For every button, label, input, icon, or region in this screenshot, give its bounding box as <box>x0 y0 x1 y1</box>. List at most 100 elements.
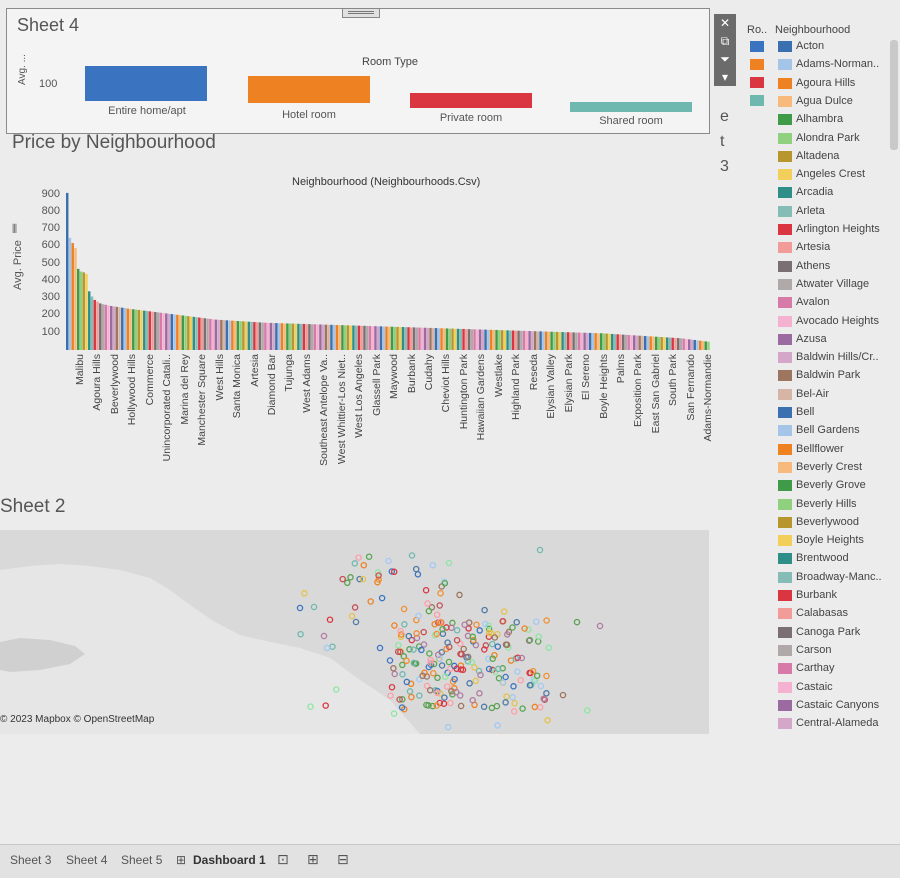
map-point[interactable] <box>526 636 534 644</box>
map-point[interactable] <box>540 695 547 702</box>
map-point[interactable] <box>500 608 508 615</box>
tab-sheet3[interactable]: Sheet 3 <box>10 853 52 867</box>
map-point[interactable] <box>489 655 496 662</box>
map-point[interactable] <box>438 583 445 590</box>
map-point[interactable] <box>406 688 414 695</box>
map-point[interactable] <box>386 657 394 664</box>
price-bar[interactable] <box>566 332 570 350</box>
price-bar[interactable] <box>547 331 551 350</box>
price-bar[interactable] <box>236 321 240 350</box>
price-bar[interactable] <box>93 299 96 350</box>
price-bar[interactable] <box>608 333 611 350</box>
price-bar[interactable] <box>319 324 322 350</box>
price-bar[interactable] <box>492 329 496 350</box>
map-point[interactable] <box>519 705 526 712</box>
price-bar[interactable] <box>487 329 490 350</box>
map-point[interactable] <box>485 622 492 629</box>
price-bar[interactable] <box>602 333 606 350</box>
price-bar[interactable] <box>156 312 160 350</box>
map-point[interactable] <box>440 700 448 707</box>
price-bar[interactable] <box>286 323 289 350</box>
map-point[interactable] <box>531 703 539 711</box>
price-bar[interactable] <box>432 328 435 350</box>
map-point[interactable] <box>509 624 516 631</box>
price-bar[interactable] <box>412 327 416 350</box>
room-type-legend-swatch[interactable] <box>750 41 764 52</box>
map-point[interactable] <box>423 682 431 690</box>
map-point[interactable] <box>445 658 453 666</box>
price-bar[interactable] <box>613 334 617 350</box>
price-bar[interactable] <box>698 340 702 350</box>
map-point[interactable] <box>444 639 451 646</box>
price-bar[interactable] <box>371 326 374 350</box>
price-bar[interactable] <box>610 333 614 350</box>
price-bar[interactable] <box>357 325 361 350</box>
price-bar[interactable] <box>459 328 463 350</box>
price-bar[interactable] <box>148 311 152 350</box>
map-point[interactable] <box>347 574 354 581</box>
map-point[interactable] <box>359 575 367 583</box>
price-bar[interactable] <box>555 331 559 350</box>
price-bar[interactable] <box>145 310 149 350</box>
price-bar[interactable] <box>517 330 520 350</box>
price-bar[interactable] <box>643 336 647 350</box>
price-bar[interactable] <box>376 326 380 350</box>
price-bar[interactable] <box>126 308 129 350</box>
price-bar[interactable] <box>363 325 366 350</box>
price-bar[interactable] <box>498 330 501 350</box>
price-bar[interactable] <box>170 314 174 350</box>
map-point[interactable] <box>423 701 430 709</box>
map-point[interactable] <box>457 650 464 658</box>
price-bar[interactable] <box>187 316 190 350</box>
price-bar[interactable] <box>184 315 187 350</box>
map-point[interactable] <box>537 682 545 690</box>
map-point[interactable] <box>351 604 359 611</box>
price-bar[interactable] <box>283 323 286 350</box>
map-point[interactable] <box>437 619 445 626</box>
map-point[interactable] <box>457 666 465 673</box>
price-bar[interactable] <box>635 335 639 351</box>
map-point[interactable] <box>436 655 443 662</box>
map-point[interactable] <box>437 589 444 597</box>
map-point[interactable] <box>408 636 416 644</box>
map-point[interactable] <box>481 646 488 653</box>
price-bar[interactable] <box>214 319 218 350</box>
map-point[interactable] <box>457 640 464 648</box>
price-bar[interactable] <box>269 322 273 350</box>
map-point[interactable] <box>434 674 441 682</box>
map-point[interactable] <box>531 677 539 685</box>
price-bar[interactable] <box>478 329 482 350</box>
price-bar[interactable] <box>624 334 628 350</box>
price-bar[interactable] <box>330 324 333 350</box>
price-bar[interactable] <box>374 326 377 350</box>
map-point[interactable] <box>521 625 528 632</box>
map-point[interactable] <box>400 605 408 613</box>
room-type-legend-title[interactable]: Ro.. <box>747 24 768 36</box>
map-point[interactable] <box>408 693 415 701</box>
map-point[interactable] <box>445 559 453 567</box>
map-point[interactable] <box>545 644 553 651</box>
price-bar[interactable] <box>390 326 394 350</box>
price-bar[interactable] <box>536 331 540 350</box>
price-bar[interactable] <box>324 324 328 350</box>
price-bar[interactable] <box>418 327 421 350</box>
map-point[interactable] <box>360 561 368 569</box>
map-svg[interactable] <box>0 530 709 734</box>
map-point[interactable] <box>400 653 408 660</box>
price-bar[interactable] <box>660 337 663 350</box>
map-point[interactable] <box>469 633 477 641</box>
map-point[interactable] <box>433 702 440 709</box>
tab-sheet4[interactable]: Sheet 4 <box>66 853 108 867</box>
map-point[interactable] <box>344 579 351 587</box>
map-point[interactable] <box>481 620 489 628</box>
map-point[interactable] <box>541 696 548 703</box>
price-bar[interactable] <box>569 332 573 350</box>
map-point[interactable] <box>399 671 406 678</box>
price-bar[interactable] <box>123 308 127 350</box>
map-point[interactable] <box>468 658 476 666</box>
price-bar[interactable] <box>539 331 542 350</box>
price-bar[interactable] <box>354 325 358 350</box>
price-bar[interactable] <box>66 192 69 350</box>
price-bar[interactable] <box>649 336 652 350</box>
map-point[interactable] <box>438 662 446 669</box>
